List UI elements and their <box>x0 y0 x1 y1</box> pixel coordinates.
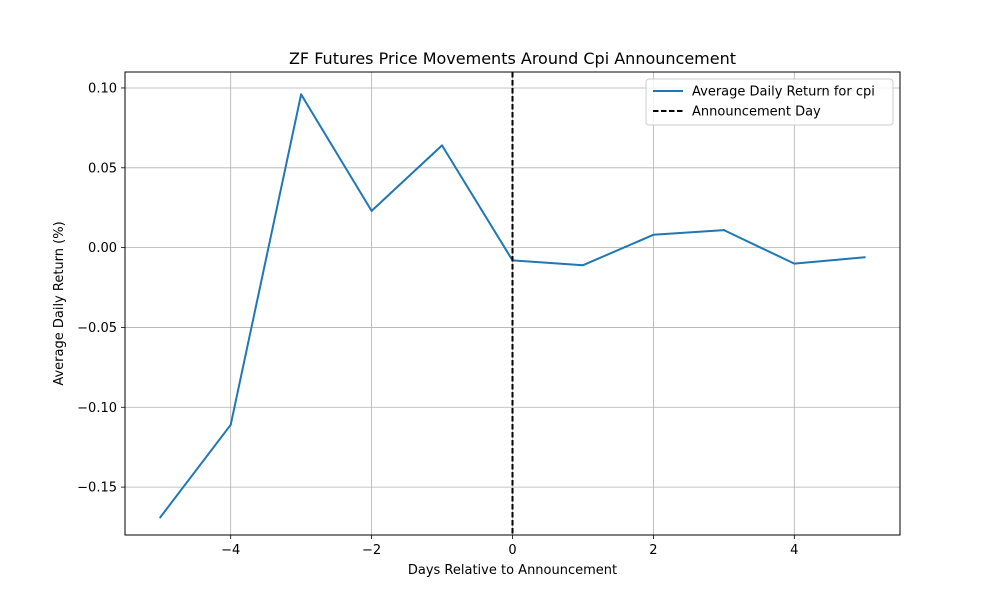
data-point <box>300 93 303 96</box>
series-layer <box>159 72 866 535</box>
x-tick-label: 0 <box>508 543 516 558</box>
data-point <box>441 144 444 147</box>
x-tick-label: −2 <box>362 543 381 558</box>
y-axis: −0.15 −0.10 −0.05 0.00 0.05 0.10 <box>77 81 125 496</box>
data-point <box>581 264 584 267</box>
x-tick-label: 4 <box>790 543 798 558</box>
y-tick-label: −0.05 <box>77 321 117 336</box>
x-axis: −4 −2 0 2 4 <box>221 535 798 558</box>
data-point <box>793 262 796 265</box>
y-tick-label: 0.10 <box>88 81 117 96</box>
y-tick-label: −0.15 <box>77 481 117 496</box>
legend-label-series: Average Daily Return for cpi <box>692 85 875 100</box>
data-point <box>722 229 725 232</box>
y-tick-label: 0.05 <box>88 161 117 176</box>
x-axis-label: Days Relative to Announcement <box>408 563 617 578</box>
data-point <box>652 233 655 236</box>
data-point <box>370 209 373 212</box>
y-tick-label: 0.00 <box>88 241 117 256</box>
y-tick-label: −0.10 <box>77 401 117 416</box>
data-point <box>863 256 866 259</box>
data-point <box>229 423 232 426</box>
legend: Average Daily Return for cpi Announcemen… <box>645 78 894 126</box>
legend-label-announcement: Announcement Day <box>692 105 821 120</box>
legend-box <box>645 78 894 126</box>
x-tick-label: 2 <box>649 543 657 558</box>
data-point <box>159 516 162 519</box>
x-tick-label: −4 <box>221 543 240 558</box>
chart-title: ZF Futures Price Movements Around Cpi An… <box>289 49 736 68</box>
y-axis-label: Average Daily Return (%) <box>52 221 67 385</box>
